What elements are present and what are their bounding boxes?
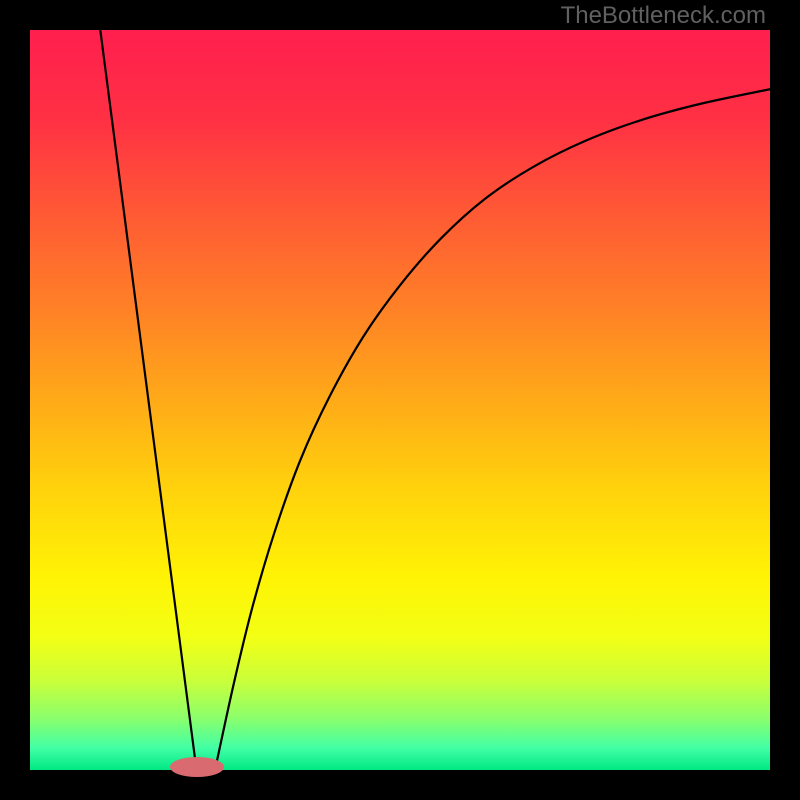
minimum-marker — [168, 755, 226, 779]
gradient-background — [30, 30, 770, 770]
watermark-text: TheBottleneck.com — [561, 2, 766, 30]
chart-container: { "canvas": { "width": 800, "height": 80… — [0, 0, 800, 800]
plot-area — [30, 30, 770, 770]
